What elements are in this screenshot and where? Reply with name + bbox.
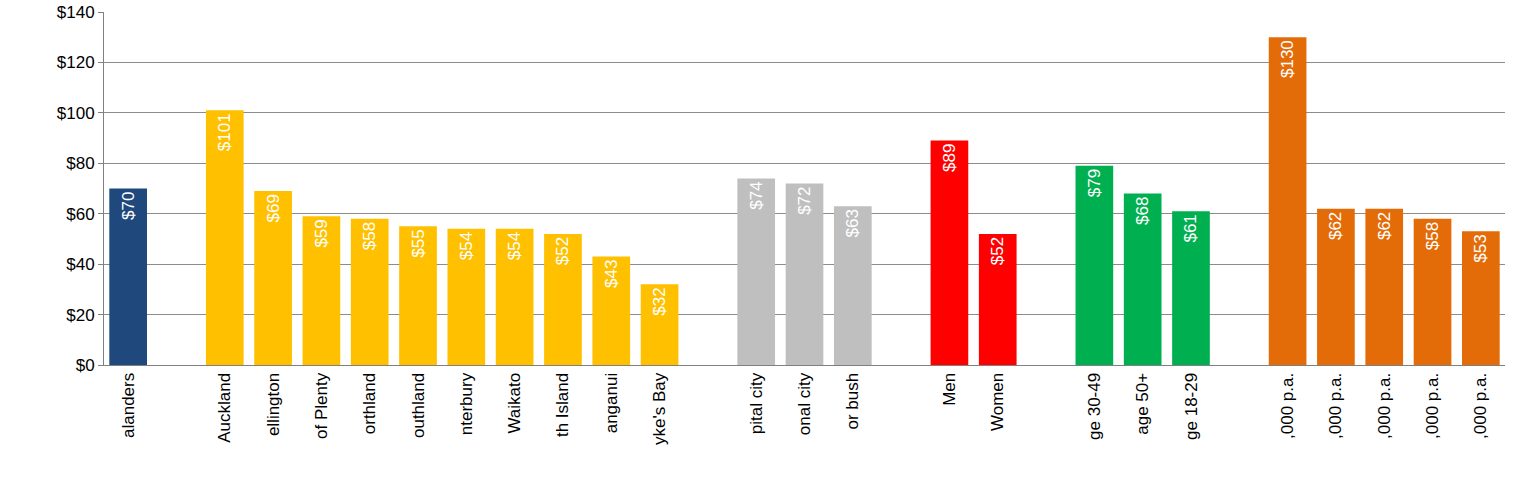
svg-text:$20: $20 — [66, 306, 94, 325]
svg-text:orthland: orthland — [360, 373, 379, 434]
svg-text:$32: $32 — [650, 287, 669, 315]
svg-text:$140: $140 — [57, 3, 95, 22]
svg-text:th Island: th Island — [553, 373, 572, 437]
svg-text:yke's Bay: yke's Bay — [650, 372, 669, 445]
svg-text:$53: $53 — [1471, 234, 1490, 262]
svg-text:,000 p.a.: ,000 p.a. — [1471, 373, 1490, 439]
svg-text:alanders: alanders — [119, 373, 138, 438]
svg-text:$101: $101 — [215, 113, 234, 151]
svg-text:ellington: ellington — [264, 373, 283, 436]
svg-text:$55: $55 — [409, 229, 428, 257]
svg-text:ge 18-29: ge 18-29 — [1182, 373, 1201, 440]
svg-text:ge 30-49: ge 30-49 — [1085, 373, 1104, 440]
svg-text:nterbury: nterbury — [457, 372, 476, 435]
svg-text:$74: $74 — [747, 181, 766, 209]
svg-text:,000 p.a.: ,000 p.a. — [1375, 373, 1394, 439]
svg-text:of Plenty: of Plenty — [312, 372, 331, 439]
svg-text:$52: $52 — [553, 237, 572, 265]
svg-text:or bush: or bush — [843, 373, 862, 430]
svg-text:$120: $120 — [57, 53, 95, 72]
svg-text:$58: $58 — [360, 222, 379, 250]
svg-text:$43: $43 — [602, 260, 621, 288]
svg-text:Waikato: Waikato — [505, 373, 524, 434]
svg-text:,000 p.a.: ,000 p.a. — [1423, 373, 1442, 439]
svg-text:$63: $63 — [843, 209, 862, 237]
svg-text:$89: $89 — [940, 144, 959, 172]
svg-text:$130: $130 — [1278, 40, 1297, 78]
svg-text:$69: $69 — [264, 194, 283, 222]
svg-text:$62: $62 — [1375, 212, 1394, 240]
svg-text:Auckland: Auckland — [215, 373, 234, 443]
svg-text:$68: $68 — [1133, 197, 1152, 225]
svg-text:,000 p.a.: ,000 p.a. — [1326, 373, 1345, 439]
svg-text:pital city: pital city — [747, 372, 766, 434]
svg-text:$70: $70 — [119, 192, 138, 220]
svg-text:$62: $62 — [1326, 212, 1345, 240]
svg-text:$79: $79 — [1085, 169, 1104, 197]
svg-text:$100: $100 — [57, 104, 95, 123]
svg-text:$58: $58 — [1423, 222, 1442, 250]
svg-text:$60: $60 — [66, 205, 94, 224]
svg-text:outhland: outhland — [409, 373, 428, 438]
svg-text:$54: $54 — [505, 232, 524, 260]
svg-text:$54: $54 — [457, 232, 476, 260]
svg-text:Men: Men — [940, 373, 959, 406]
svg-text:$0: $0 — [76, 356, 95, 375]
svg-text:$61: $61 — [1181, 214, 1200, 242]
svg-text:$72: $72 — [795, 186, 814, 214]
svg-text:$59: $59 — [312, 219, 331, 247]
svg-text:Women: Women — [988, 373, 1007, 431]
svg-text:$80: $80 — [66, 154, 94, 173]
svg-text:onal city: onal city — [795, 372, 814, 435]
svg-text:$52: $52 — [988, 237, 1007, 265]
svg-text:$40: $40 — [66, 255, 94, 274]
svg-text:anganui: anganui — [602, 373, 621, 434]
svg-text:age 50+: age 50+ — [1133, 373, 1152, 435]
svg-text:,000 p.a.: ,000 p.a. — [1278, 373, 1297, 439]
